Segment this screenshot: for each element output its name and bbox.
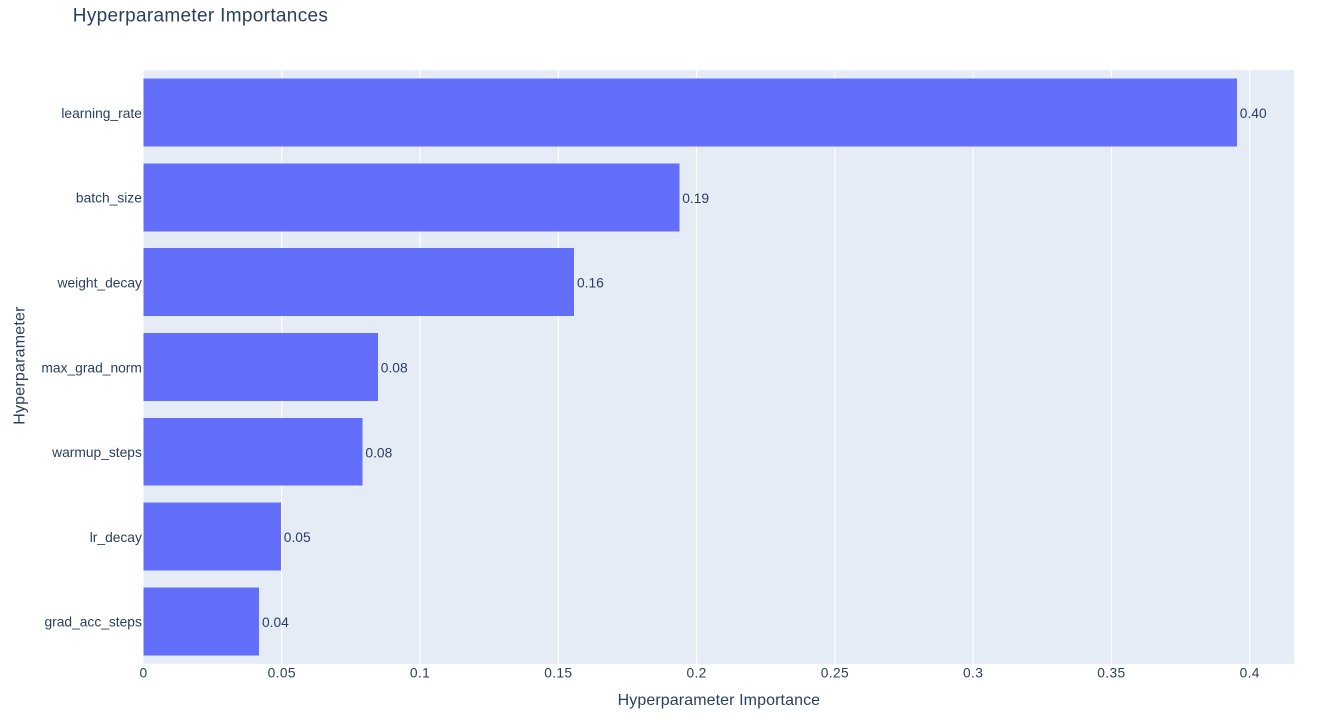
- svg-text:0.04: 0.04: [262, 615, 289, 630]
- svg-text:0.3: 0.3: [963, 666, 983, 681]
- svg-text:0.05: 0.05: [268, 666, 296, 681]
- svg-text:max_grad_norm: max_grad_norm: [41, 360, 141, 375]
- svg-text:warmup_steps: warmup_steps: [51, 445, 142, 460]
- svg-text:grad_acc_steps: grad_acc_steps: [44, 615, 142, 630]
- svg-text:Hyperparameter Importances: Hyperparameter Importances: [73, 5, 328, 26]
- svg-text:0.19: 0.19: [682, 191, 709, 206]
- svg-text:0.15: 0.15: [544, 666, 572, 681]
- svg-text:0.2: 0.2: [686, 666, 706, 681]
- svg-text:0.4: 0.4: [1240, 666, 1260, 681]
- svg-text:batch_size: batch_size: [76, 191, 142, 206]
- svg-text:0.40: 0.40: [1240, 106, 1267, 121]
- svg-text:0.08: 0.08: [381, 360, 408, 375]
- svg-text:0.16: 0.16: [577, 276, 604, 291]
- svg-text:lr_decay: lr_decay: [90, 530, 142, 545]
- svg-text:0.35: 0.35: [1097, 666, 1125, 681]
- svg-text:0.1: 0.1: [410, 666, 430, 681]
- svg-text:learning_rate: learning_rate: [61, 106, 142, 121]
- svg-text:Hyperparameter: Hyperparameter: [12, 306, 29, 425]
- svg-text:Hyperparameter Importance: Hyperparameter Importance: [618, 692, 821, 709]
- svg-text:0: 0: [139, 666, 147, 681]
- svg-text:0.08: 0.08: [365, 445, 392, 460]
- svg-text:0.25: 0.25: [821, 666, 849, 681]
- svg-text:weight_decay: weight_decay: [57, 275, 142, 290]
- svg-text:0.05: 0.05: [284, 530, 311, 545]
